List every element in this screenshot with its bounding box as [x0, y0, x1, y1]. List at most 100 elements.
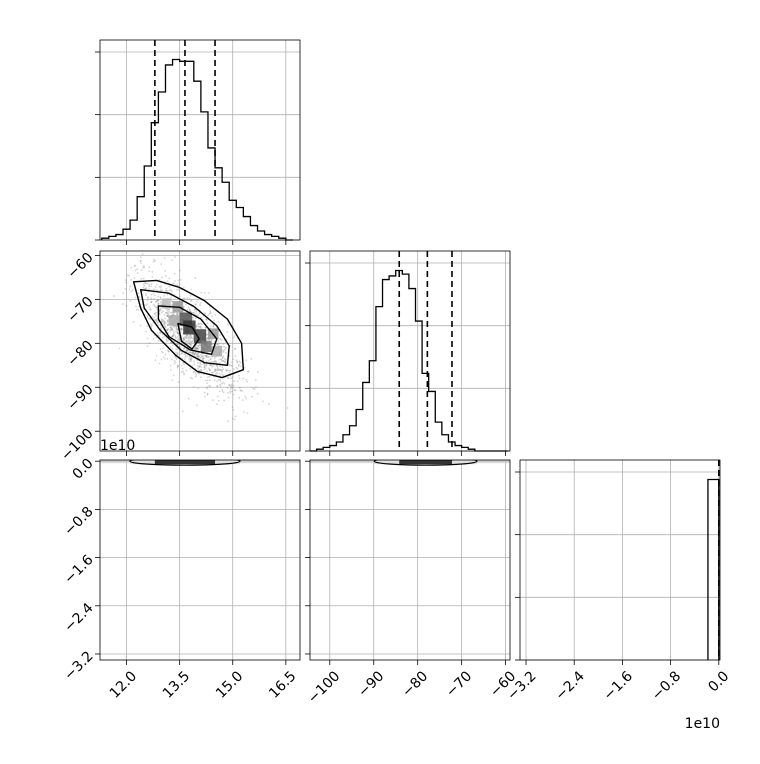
pair-01-sample-point [194, 313, 196, 316]
pair-01-sample-point [204, 395, 207, 398]
pair-01-sample-point [188, 297, 191, 300]
pair-01-sample-point [164, 317, 166, 320]
pair-02-xaxis-tick-label: 13.5 [160, 668, 193, 701]
pair-01-sample-point [205, 356, 208, 358]
pair-01-sample-point [161, 333, 164, 336]
pair-01-sample-point [171, 335, 173, 338]
pair-01-sample-point [206, 337, 209, 340]
pair-01-sample-point [166, 315, 169, 318]
pair-01-sample-point [197, 354, 200, 357]
pair-01-sample-point [189, 340, 192, 343]
pair-01-sample-point [199, 304, 202, 307]
pair-01-sample-point [245, 378, 248, 381]
pair-01-sample-point [169, 364, 172, 367]
pair-01-sample-point [185, 340, 187, 343]
pair-01-sample-point [176, 353, 178, 356]
pair-01-sample-point [163, 313, 166, 316]
pair-01-sample-point [164, 325, 167, 328]
pair-01-sample-point [163, 257, 166, 259]
pair-01-sample-point [188, 339, 190, 342]
pair-01-sample-point [197, 352, 200, 355]
pair-01-sample-point [172, 330, 174, 333]
pair-01-sample-point [226, 386, 229, 389]
pair-01-sample-point [226, 369, 229, 372]
pair-01-sample-point [185, 336, 187, 338]
pair-01-sample-point [145, 287, 148, 289]
pair-01-sample-point [197, 325, 200, 328]
pair-01-yaxis-tick-label: −80 [64, 338, 96, 370]
pair-01-sample-point [166, 311, 169, 314]
pair-01-sample-point [172, 312, 175, 315]
pair-01-sample-point [198, 355, 201, 358]
pair-01-sample-point [192, 386, 195, 388]
pair-01-sample-point [232, 386, 234, 389]
pair-01-sample-point [229, 364, 232, 367]
pair-01-sample-point [154, 304, 156, 307]
pair-01-sample-point [198, 346, 201, 349]
pair-01-sample-point [174, 361, 177, 364]
pair-01-sample-point [203, 365, 206, 367]
pair-01-sample-point [210, 364, 213, 366]
pair-01-sample-point [195, 325, 198, 327]
pair-01-sample-point [230, 361, 233, 364]
pair-01-sample-point [192, 371, 195, 373]
pair-01-sample-point [195, 347, 197, 350]
pair-12-xaxis-tick-label: −100 [305, 668, 344, 707]
pair-01-sample-point [218, 358, 221, 361]
pair-01-sample-point [175, 330, 177, 333]
pair-01-sample-point [182, 337, 185, 340]
pair-01-sample-point [199, 362, 202, 365]
pair-01-sample-point [181, 367, 184, 370]
pair-01-sample-point [194, 352, 197, 355]
pair-01-sample-point [205, 386, 208, 389]
pair-01-sample-point [203, 292, 206, 294]
pair-01-sample-point [150, 293, 153, 296]
pair-01-sample-point [207, 356, 210, 359]
pair-01-sample-point [177, 334, 180, 337]
pair-01-sample-point [174, 256, 177, 258]
pair-01-sample-point [186, 308, 189, 311]
pair-01-sample-point [199, 325, 202, 328]
pair-01-sample-point [188, 335, 190, 338]
pair-01-sample-point [190, 335, 193, 338]
pair-01-sample-point [230, 364, 233, 367]
pair-02-yaxis-offset-text: 1e10 [100, 438, 135, 454]
pair-01-sample-point [187, 351, 190, 354]
pair-01-sample-point [197, 344, 200, 347]
pair-01-sample-point [191, 377, 194, 380]
pair-01-sample-point [245, 397, 247, 400]
pair-01-sample-point [208, 368, 211, 371]
pair-01-sample-point [216, 343, 219, 346]
pair-01-sample-point [206, 379, 209, 382]
pair-01-sample-point [189, 334, 192, 336]
pair-01-sample-point [210, 325, 212, 328]
pair-01-sample-point [208, 379, 211, 382]
pair-01-sample-point [214, 368, 216, 371]
pair-01-sample-point [157, 321, 160, 324]
pair-01-sample-point [156, 299, 159, 302]
pair-01-sample-point [200, 291, 203, 294]
pair-01-sample-point [180, 364, 183, 367]
pair-02-yaxis-tick-label: −2.4 [61, 600, 96, 635]
pair-01-sample-point [235, 359, 238, 362]
pair-01-sample-point [227, 420, 230, 423]
pair-01-sample-point [155, 306, 158, 309]
pair-01-sample-point [183, 337, 185, 340]
pair-01-sample-point [191, 316, 194, 319]
pair-01-sample-point [169, 330, 171, 332]
pair-01-sample-point [155, 314, 158, 317]
pair-01-sample-point [142, 277, 145, 280]
pair-01-sample-point [211, 342, 214, 345]
pair-01-sample-point [197, 347, 200, 350]
pair-01-sample-point [173, 280, 176, 283]
pair-01-sample-point [163, 335, 166, 338]
pair-01-sample-point [256, 371, 259, 373]
pair-01-sample-point [234, 415, 237, 418]
hist-2-xaxis-tick-label: 0.0 [705, 668, 732, 695]
pair-01-sample-point [219, 369, 222, 372]
pair-01-sample-point [170, 368, 172, 371]
pair-01-sample-point [193, 360, 195, 363]
pair-01-sample-point [172, 283, 175, 285]
pair-01-sample-point [220, 358, 223, 361]
pair-01-sample-point [254, 379, 257, 381]
